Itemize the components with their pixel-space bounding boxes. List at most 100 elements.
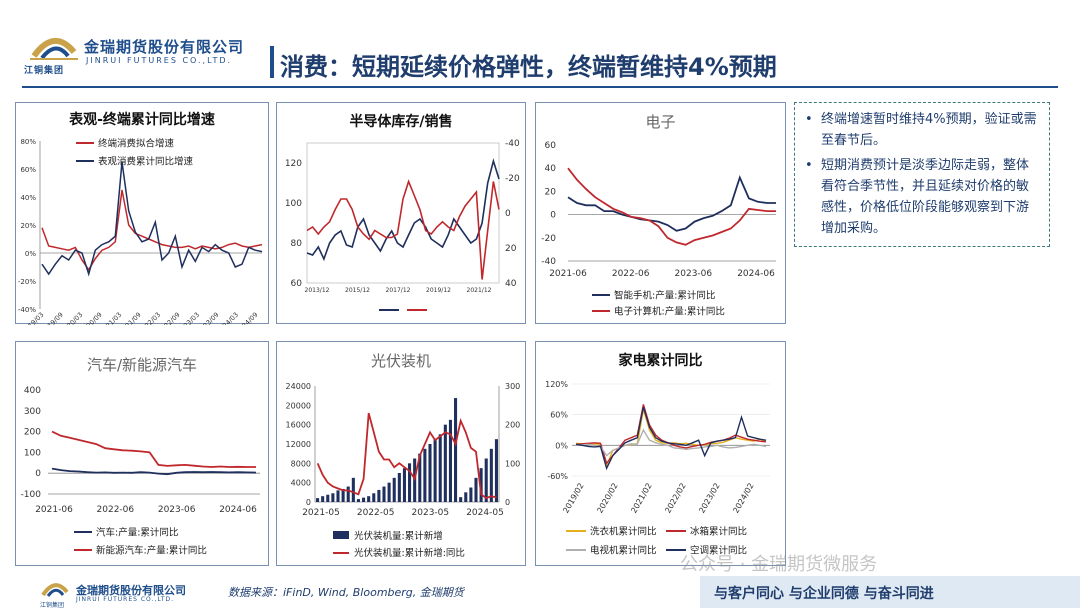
x-tick-label: 2022/02 bbox=[663, 482, 687, 515]
watermark: 公众号 · 金瑞期货微服务 bbox=[680, 554, 878, 575]
y-tick-label-right: -20 bbox=[505, 174, 520, 184]
bar bbox=[418, 453, 422, 502]
y-tick-label-left: 12000 bbox=[286, 440, 311, 449]
y-tick-label: 300 bbox=[24, 407, 41, 417]
y-tick-label: 80% bbox=[20, 138, 36, 146]
x-tick-label: 2023-05 bbox=[412, 508, 450, 518]
series-line bbox=[575, 428, 767, 457]
legend-label: 洗衣机累计同比 bbox=[590, 526, 657, 538]
series-line bbox=[567, 174, 776, 232]
legend-label: 电子计算机:产量:累计同比 bbox=[614, 306, 725, 318]
bar bbox=[321, 496, 325, 502]
chart-title-pv: 光伏装机 bbox=[370, 352, 431, 370]
y-tick-label-right: -40 bbox=[505, 139, 520, 149]
x-tick-label: 2022-06 bbox=[612, 269, 650, 279]
bar bbox=[428, 444, 432, 502]
y-tick-label-left: 100 bbox=[285, 199, 302, 209]
x-tick-label: 2021-05 bbox=[302, 508, 340, 518]
x-tick-label: 2023/02 bbox=[697, 482, 721, 515]
series-line bbox=[51, 467, 257, 476]
x-tick-label: 2015/12 bbox=[345, 287, 370, 294]
y-tick-label: 400 bbox=[24, 386, 41, 396]
bar bbox=[484, 458, 488, 502]
x-tick-label: 22/03 bbox=[143, 311, 162, 325]
y-tick-label: -60% bbox=[547, 472, 568, 481]
bar bbox=[443, 424, 447, 502]
bar bbox=[489, 448, 493, 502]
bar bbox=[326, 494, 330, 502]
x-tick-label: 2021/12 bbox=[467, 287, 492, 294]
series-line bbox=[316, 412, 497, 500]
x-tick-label: 2019/12 bbox=[426, 287, 451, 294]
y-tick-label-left: 4000 bbox=[291, 479, 311, 488]
x-tick-label: 24/03 bbox=[221, 311, 240, 325]
bar bbox=[479, 468, 483, 502]
x-tick-label: 2024-06 bbox=[737, 269, 775, 279]
commentary-item: • 短期消费预计是淡季边际走弱，整体看符合季节性，并且延续对价格的敏感性，价格低位… bbox=[805, 155, 1039, 239]
commentary-box: • 终端增速暂时维持4%预期，验证或需至春节后。 • 短期消费预计是淡季边际走弱，整… bbox=[794, 102, 1050, 247]
y-tick-label: -40 bbox=[541, 257, 556, 267]
y-tick-label: 20% bbox=[20, 222, 36, 230]
title-accent-bar bbox=[270, 46, 274, 78]
y-tick-label-left: 8000 bbox=[291, 459, 311, 468]
bar bbox=[372, 493, 376, 502]
y-tick-label: 40% bbox=[20, 194, 36, 202]
y-tick-label-right: 200 bbox=[505, 421, 520, 430]
bar bbox=[438, 434, 442, 502]
y-tick-label: 100 bbox=[24, 448, 41, 458]
chart-panel-appliance: 家电累计同比 120% 60% 0% -60% 2019/02 2020/02 2021/0… bbox=[535, 341, 786, 566]
chart-panel-pv: 光伏装机 24000 20000 16000 12000 8000 4000 0 300 200… bbox=[276, 341, 526, 566]
bullet-icon: • bbox=[805, 112, 813, 127]
y-tick-label: -20% bbox=[18, 278, 36, 286]
bar bbox=[392, 477, 396, 502]
y-tick-label: 0% bbox=[25, 250, 36, 258]
bar bbox=[454, 398, 458, 502]
y-tick-label-right: 20 bbox=[505, 244, 517, 254]
y-tick-label: 40 bbox=[545, 164, 557, 174]
x-tick-label: 19/09 bbox=[46, 311, 65, 325]
x-tick-label: 2019/02 bbox=[561, 482, 585, 515]
bar bbox=[433, 439, 437, 502]
legend-label: 智能手机:产量:累计同比 bbox=[614, 290, 715, 302]
bar bbox=[494, 439, 498, 502]
x-tick-label: 22/09 bbox=[163, 311, 182, 325]
y-tick-label-left: 120 bbox=[285, 159, 302, 169]
bar bbox=[377, 489, 381, 502]
chart-electronics: 60 40 20 0 -20 -40 2021-06 2022-06 2023-06 2024-0… bbox=[541, 141, 776, 318]
bar bbox=[346, 486, 350, 502]
x-tick-label: 2024/02 bbox=[731, 482, 755, 515]
chart-panel-auto: 汽车/新能源汽车 400 300 200 100 0 -100 2021-06 2022-06… bbox=[15, 341, 269, 566]
bar bbox=[459, 497, 463, 502]
bar bbox=[331, 493, 335, 502]
chart-title-electronics: 电子 bbox=[645, 113, 676, 131]
x-tick-label: 2023-06 bbox=[675, 269, 713, 279]
bar bbox=[316, 498, 320, 502]
y-tick-label-right: 0 bbox=[505, 209, 511, 219]
bar bbox=[423, 448, 427, 502]
y-tick-label-right: 40 bbox=[505, 279, 517, 289]
footer-logo-emblem-icon bbox=[41, 583, 69, 597]
footer-logo: 金瑞期货股份有限公司 JINRUI FUTURES CO.,LTD. 江铜集团 bbox=[40, 578, 230, 608]
x-tick-label: 24/09 bbox=[241, 311, 260, 325]
x-tick-label: 2024-05 bbox=[466, 508, 504, 518]
y-tick-label: -40% bbox=[18, 306, 36, 314]
company-name-en: JINRUI FUTURES CO.,LTD. bbox=[86, 56, 233, 65]
y-tick-label-right: 100 bbox=[505, 459, 520, 468]
chart-title-appliance: 家电累计同比 bbox=[618, 353, 703, 369]
y-tick-label: 0 bbox=[550, 211, 556, 221]
bar bbox=[397, 473, 401, 502]
bar bbox=[469, 487, 473, 502]
bar bbox=[336, 490, 340, 502]
series-line bbox=[51, 430, 256, 468]
bar bbox=[356, 499, 360, 502]
legend-label: 新能源汽车:产量:累计同比 bbox=[96, 545, 207, 557]
commentary-text: 短期消费预计是淡季边际走弱，整体看符合季节性，并且延续对价格的敏感性，价格低位阶… bbox=[821, 158, 1030, 236]
data-source: 数据来源：iFinD, Wind, Bloomberg, 金瑞期货 bbox=[228, 586, 464, 599]
footer-group-name: 江铜集团 bbox=[40, 602, 65, 608]
company-name-cn: 金瑞期货股份有限公司 bbox=[84, 38, 245, 56]
legend-label: 冰箱累计同比 bbox=[690, 526, 747, 538]
x-tick-label: 2021/02 bbox=[629, 482, 653, 515]
y-tick-label: 60% bbox=[550, 411, 568, 420]
bar bbox=[464, 492, 468, 502]
company-logo: 江铜集团 金瑞期货股份有限公司 JINRUI FUTURES CO.,LTD. bbox=[22, 30, 272, 78]
